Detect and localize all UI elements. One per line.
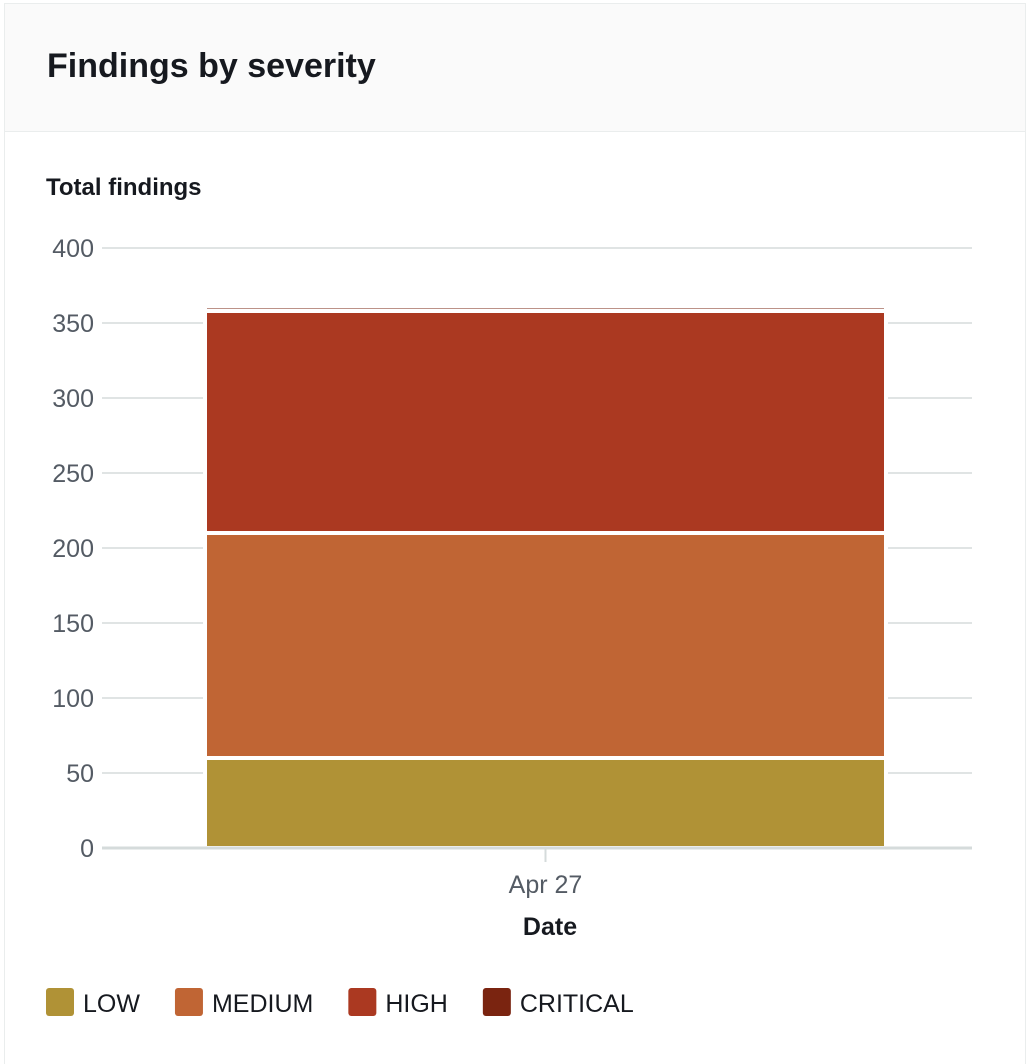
y-tick-label: 50 — [66, 760, 94, 788]
y-tick-label: 150 — [52, 610, 94, 638]
bar-segment-high — [203, 309, 888, 535]
legend: LOW MEDIUM HIGH CRITICAL — [46, 988, 634, 1018]
y-tick-label: 0 — [80, 835, 94, 863]
y-tick-label: 400 — [52, 235, 94, 263]
legend-label: LOW — [83, 990, 140, 1018]
card-header: Findings by severity — [5, 4, 1025, 132]
card-title: Findings by severity — [47, 47, 376, 85]
legend-swatch — [482, 988, 511, 1016]
y-tick-label: 350 — [52, 310, 94, 338]
y-axis-ticks: 0 50 100 150 200 250 300 350 400 — [52, 235, 94, 863]
legend-swatch — [46, 988, 74, 1016]
legend-item-critical: CRITICAL — [482, 988, 634, 1018]
x-axis-title: Date — [523, 913, 577, 941]
bar-segment-critical — [203, 304, 888, 313]
x-axis: Apr 27 — [102, 846, 972, 899]
legend-swatch — [348, 988, 377, 1016]
legend-item-low: LOW — [46, 988, 140, 1018]
legend-label: CRITICAL — [520, 990, 634, 1018]
y-tick-label: 100 — [52, 685, 94, 713]
bar-segment-medium — [203, 531, 888, 760]
legend-swatch — [174, 988, 203, 1016]
y-axis-title: Total findings — [46, 174, 202, 201]
legend-item-high: HIGH — [348, 988, 448, 1018]
y-tick-label: 250 — [52, 460, 94, 488]
y-tick-label: 300 — [52, 385, 94, 413]
x-tick-label: Apr 27 — [509, 871, 583, 899]
legend-label: HIGH — [385, 990, 448, 1018]
legend-item-medium: MEDIUM — [174, 988, 313, 1018]
bar-segment-low — [203, 756, 888, 850]
y-tick-label: 200 — [52, 535, 94, 563]
bar-stack — [203, 304, 888, 850]
legend-label: MEDIUM — [212, 990, 313, 1018]
